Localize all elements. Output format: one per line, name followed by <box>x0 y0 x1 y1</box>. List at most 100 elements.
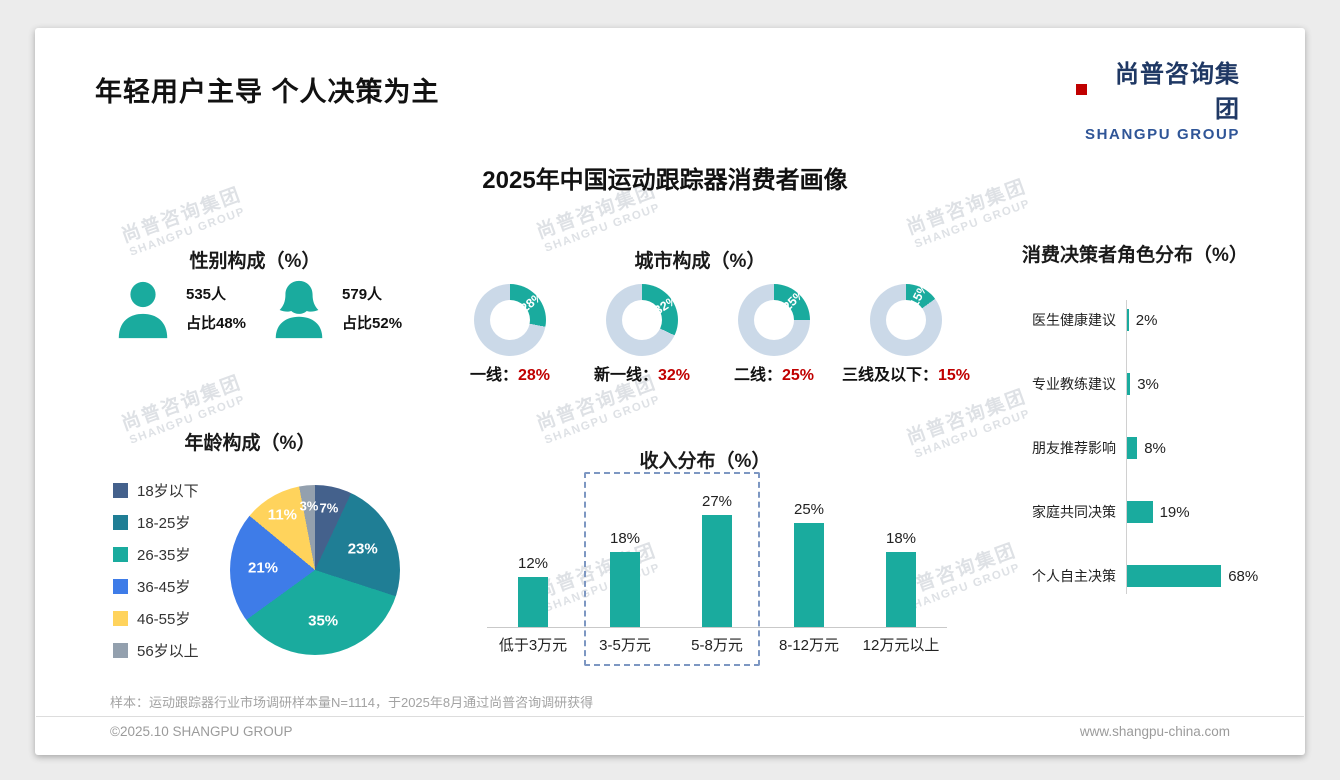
income-category-label: 3-5万元 <box>599 637 651 654</box>
income-bar-group: 25% <box>763 468 855 627</box>
age-legend-item: 26-35岁 <box>113 538 199 570</box>
decision-rows: 医生健康建议 2% 专业教练建议 3% 朋友推荐影响 8% 家庭共同决策 19% 个人自主决策 6… <box>1010 288 1300 608</box>
female-count: 579人 <box>342 286 383 303</box>
decision-bar <box>1126 565 1222 587</box>
decision-category-label: 家庭共同决策 <box>1032 504 1116 520</box>
income-section-title: 收入分布（%） <box>639 451 771 472</box>
decision-value-label: 2% <box>1135 311 1158 329</box>
donut-hole <box>490 300 530 340</box>
income-bar <box>886 552 916 627</box>
age-legend-label: 46-55岁 <box>137 610 191 628</box>
income-bar-group: 27% <box>671 468 763 627</box>
decision-row: 专业教练建议 3% <box>1010 352 1300 416</box>
male-text: 535人 占比48% <box>186 287 246 331</box>
donut-caption: 新一线：32% <box>594 361 690 385</box>
income-value-label: 18% <box>885 530 917 548</box>
income-chart: 12% 18% 27% 25% 18% 低于3万元 3-5万元 5-8万元 8-12万元 12万… <box>487 468 947 668</box>
decision-value-label: 8% <box>1144 439 1166 457</box>
donut-chart: 25% <box>738 284 810 356</box>
donut-caption-value: 15% <box>937 367 971 384</box>
age-legend-swatch <box>113 514 128 530</box>
donut-caption: 一线：28% <box>470 361 550 385</box>
donut-caption-label: 新一线： <box>593 367 658 384</box>
male-icon <box>112 278 174 340</box>
donut-chart: 28% <box>474 284 546 356</box>
age-legend-label: 18-25岁 <box>137 514 191 532</box>
female-stat: 579人 占比52% <box>268 278 402 340</box>
footer-divider <box>36 716 1304 717</box>
age-legend-label: 56岁以上 <box>137 642 199 660</box>
income-bar-group: 18% <box>855 468 947 627</box>
income-category-label: 低于3万元 <box>498 637 568 654</box>
income-category-label: 8-12万元 <box>778 637 840 654</box>
age-legend-item: 18岁以下 <box>113 474 199 506</box>
income-value-label: 27% <box>701 492 733 510</box>
donut-hole <box>754 300 794 340</box>
age-legend-swatch <box>113 546 128 562</box>
donut-caption-value: 28% <box>517 367 551 384</box>
age-legend-item: 36-45岁 <box>113 570 199 602</box>
income-bar-group: 18% <box>579 468 671 627</box>
decision-row: 个人自主决策 68% <box>1010 544 1300 608</box>
income-axis-line <box>487 627 947 628</box>
income-bar-group: 12% <box>487 468 579 627</box>
income-category-row: 低于3万元 3-5万元 5-8万元 8-12万元 12万元以上 <box>487 634 947 655</box>
age-legend-label: 26-35岁 <box>137 546 191 564</box>
city-donut: 15% 三线及以下：15% <box>840 280 972 385</box>
decision-category-label: 朋友推荐影响 <box>1032 440 1116 456</box>
decision-value-label: 68% <box>1228 567 1259 585</box>
donut-caption: 二线：25% <box>734 361 814 385</box>
female-text: 579人 占比52% <box>342 287 402 331</box>
income-category-label: 5-8万元 <box>691 637 743 654</box>
logo-en: SHANGPU GROUP <box>1085 126 1240 143</box>
donut-hole <box>886 300 926 340</box>
income-bars: 12% 18% 27% 25% 18% <box>487 468 947 627</box>
donut-value-label: 15% <box>906 280 931 310</box>
donut-chart: 32% <box>606 284 680 356</box>
age-legend: 18岁以下 18-25岁 26-35岁 36-45岁 46-55岁 56岁以上 <box>113 474 199 666</box>
age-legend-label: 36-45岁 <box>137 578 191 596</box>
age-legend-label: 18岁以下 <box>137 482 199 500</box>
male-stat: 535人 占比48% <box>112 278 246 340</box>
age-pie-chart: 7% 23% 35% 21% 11% 3% <box>230 485 400 655</box>
donut-caption-value: 32% <box>657 367 691 384</box>
income-value-label: 18% <box>609 530 641 548</box>
income-highlight-box <box>584 472 760 666</box>
age-slice-label: 3% <box>299 498 319 514</box>
decision-value-label: 19% <box>1159 503 1190 521</box>
decision-row: 朋友推荐影响 8% <box>1010 416 1300 480</box>
city-section-title: 城市构成（%） <box>634 251 766 272</box>
age-legend-item: 18-25岁 <box>113 506 199 538</box>
income-category-label: 12万元以上 <box>862 637 940 654</box>
donut-chart: 15% <box>870 280 942 356</box>
decision-category-label: 个人自主决策 <box>1032 568 1116 584</box>
decision-bar <box>1126 373 1131 395</box>
age-legend-item: 56岁以上 <box>113 634 199 666</box>
decision-category-label: 专业教练建议 <box>1032 376 1116 392</box>
chart-main-title: 2025年中国运动跟踪器消费者画像 <box>482 167 848 194</box>
city-donut: 32% 新一线：32% <box>576 284 708 385</box>
donut-caption-label: 一线： <box>469 367 518 384</box>
decision-chart: 医生健康建议 2% 专业教练建议 3% 朋友推荐影响 8% 家庭共同决策 19% 个人自主决策 6… <box>1010 288 1300 610</box>
decision-row: 医生健康建议 2% <box>1010 288 1300 352</box>
age-slice-label: 11% <box>267 506 298 524</box>
decision-category-label: 医生健康建议 <box>1032 312 1116 328</box>
footer-website: www.shangpu-china.com <box>1079 724 1230 739</box>
decision-bar <box>1126 437 1138 459</box>
income-bar <box>794 523 824 627</box>
age-slice-label: 23% <box>347 540 378 558</box>
gender-section-title: 性别构成（%） <box>189 251 321 272</box>
decision-value-label: 3% <box>1137 375 1159 393</box>
age-legend-swatch <box>113 642 128 658</box>
donut-caption-value: 25% <box>781 367 815 384</box>
city-donut: 25% 二线：25% <box>708 284 840 385</box>
gender-row: 535人 占比48% 579人 占比52% <box>112 278 402 340</box>
income-bar <box>702 514 732 627</box>
income-value-label: 25% <box>793 501 825 519</box>
slide-card <box>35 28 1305 755</box>
decision-axis-line <box>1126 300 1127 594</box>
donut-hole <box>622 300 662 340</box>
decision-section-title: 消费决策者角色分布（%） <box>1022 245 1248 266</box>
logo-cn: 尚普咨询集团 <box>1115 61 1240 123</box>
